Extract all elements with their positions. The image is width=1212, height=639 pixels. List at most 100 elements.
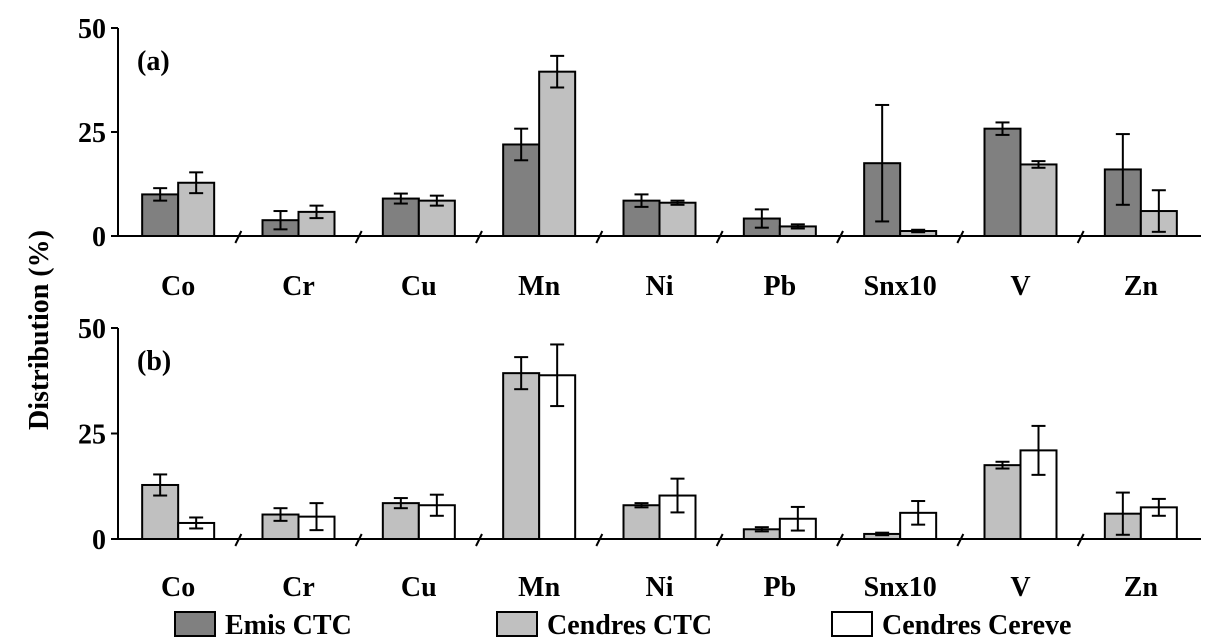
category-label: Cr <box>282 572 315 603</box>
y-axis-label: Distribution (%) <box>24 230 55 430</box>
category-label: Cu <box>401 572 437 603</box>
legend-item: Cendres Cereve <box>831 610 1071 639</box>
legend-swatch <box>496 611 538 637</box>
error-bar <box>1151 189 1166 233</box>
error-bar <box>875 103 890 223</box>
error-bar <box>790 505 805 532</box>
x-tick <box>354 230 363 244</box>
error-bar <box>189 171 204 195</box>
category-label: V <box>1010 572 1030 603</box>
error-bar <box>670 199 685 206</box>
category-label: Pb <box>763 572 796 603</box>
legend-item: Cendres CTC <box>496 610 712 639</box>
error-bar <box>153 187 168 202</box>
error-bar <box>514 127 529 162</box>
error-bar <box>754 526 769 533</box>
legend-swatch <box>831 611 873 637</box>
panel-b: 0 25 50 (b) Co Cr Cu Mn Ni Pb Snx10 V Zn <box>78 314 1201 603</box>
category-label: Pb <box>763 271 796 302</box>
category-label: Ni <box>646 572 674 603</box>
error-bar <box>1115 491 1130 536</box>
x-tick <box>234 533 243 547</box>
x-tick <box>956 230 965 244</box>
y-tick-label: 25 <box>78 118 106 149</box>
error-bar <box>995 121 1010 136</box>
error-bar <box>1031 424 1046 476</box>
legend-label: Emis CTC <box>225 610 352 639</box>
error-bar <box>634 193 649 208</box>
y-tick-label: 25 <box>78 420 106 451</box>
bar <box>502 372 541 540</box>
legend-label: Cendres Cereve <box>882 610 1071 639</box>
error-bar <box>911 500 926 526</box>
y-tick-label: 50 <box>78 14 106 45</box>
x-tick <box>595 230 604 244</box>
error-bar <box>429 493 444 517</box>
bar <box>983 464 1022 540</box>
error-bar <box>1151 497 1166 517</box>
category-label: Ni <box>646 271 674 302</box>
category-label: Zn <box>1124 271 1159 302</box>
category-label: Co <box>161 572 195 603</box>
legend-item: Emis CTC <box>174 610 352 639</box>
x-tick <box>956 533 965 547</box>
panels: 0 25 50 (a) Co Cr Cu Mn Ni Pb Snx10 V Zn 0 25 50 (b) Co Cr… <box>78 14 1201 603</box>
y-tick-label: 0 <box>92 222 106 253</box>
legend-swatch <box>174 611 216 637</box>
error-bar <box>514 356 529 391</box>
error-bar <box>550 54 565 89</box>
bar <box>538 70 577 238</box>
x-tick <box>475 230 483 244</box>
x-tick <box>715 533 724 547</box>
error-bar <box>790 223 805 230</box>
panel-label: (b) <box>137 346 171 377</box>
x-tick <box>354 533 363 547</box>
legend: Emis CTC Cendres CTC Cendres Cereve <box>174 610 1071 639</box>
error-bar <box>429 194 444 207</box>
category-label: V <box>1010 271 1030 302</box>
x-tick <box>1076 230 1085 244</box>
error-bar <box>634 502 649 509</box>
category-label: Cr <box>282 271 315 302</box>
category-label: Zn <box>1124 572 1159 603</box>
x-tick <box>1076 533 1085 547</box>
panel-a: 0 25 50 (a) Co Cr Cu Mn Ni Pb Snx10 V Zn <box>78 14 1201 302</box>
category-label: Mn <box>518 271 560 302</box>
x-tick <box>234 230 243 244</box>
bar <box>1019 163 1058 237</box>
error-bar <box>309 502 324 532</box>
error-bar <box>1115 133 1130 206</box>
category-label: Snx10 <box>864 271 937 302</box>
error-bar <box>754 208 769 229</box>
y-tick-label: 0 <box>92 525 106 556</box>
error-bar <box>393 497 408 510</box>
panel-label: (a) <box>137 46 170 77</box>
error-bar <box>309 204 324 220</box>
error-bar <box>911 228 926 234</box>
error-bar <box>995 460 1010 470</box>
error-bar <box>393 192 408 205</box>
bar <box>658 201 697 237</box>
error-bar <box>670 477 685 514</box>
bar <box>622 504 661 540</box>
x-tick <box>715 230 724 244</box>
error-bar <box>153 473 168 497</box>
category-label: Co <box>161 271 195 302</box>
error-bar <box>875 531 890 537</box>
error-bar <box>273 507 288 522</box>
x-tick <box>475 533 483 547</box>
category-label: Mn <box>518 572 560 603</box>
x-tick <box>595 533 604 547</box>
error-bar <box>1031 160 1046 169</box>
y-tick-label: 50 <box>78 314 106 345</box>
x-tick <box>836 230 844 244</box>
category-label: Snx10 <box>864 572 937 603</box>
category-label: Cu <box>401 271 437 302</box>
error-bar <box>550 343 565 408</box>
legend-label: Cendres CTC <box>547 610 712 639</box>
error-bar <box>273 210 288 231</box>
error-bar <box>189 516 204 530</box>
bar <box>983 127 1022 237</box>
x-tick <box>836 533 844 547</box>
